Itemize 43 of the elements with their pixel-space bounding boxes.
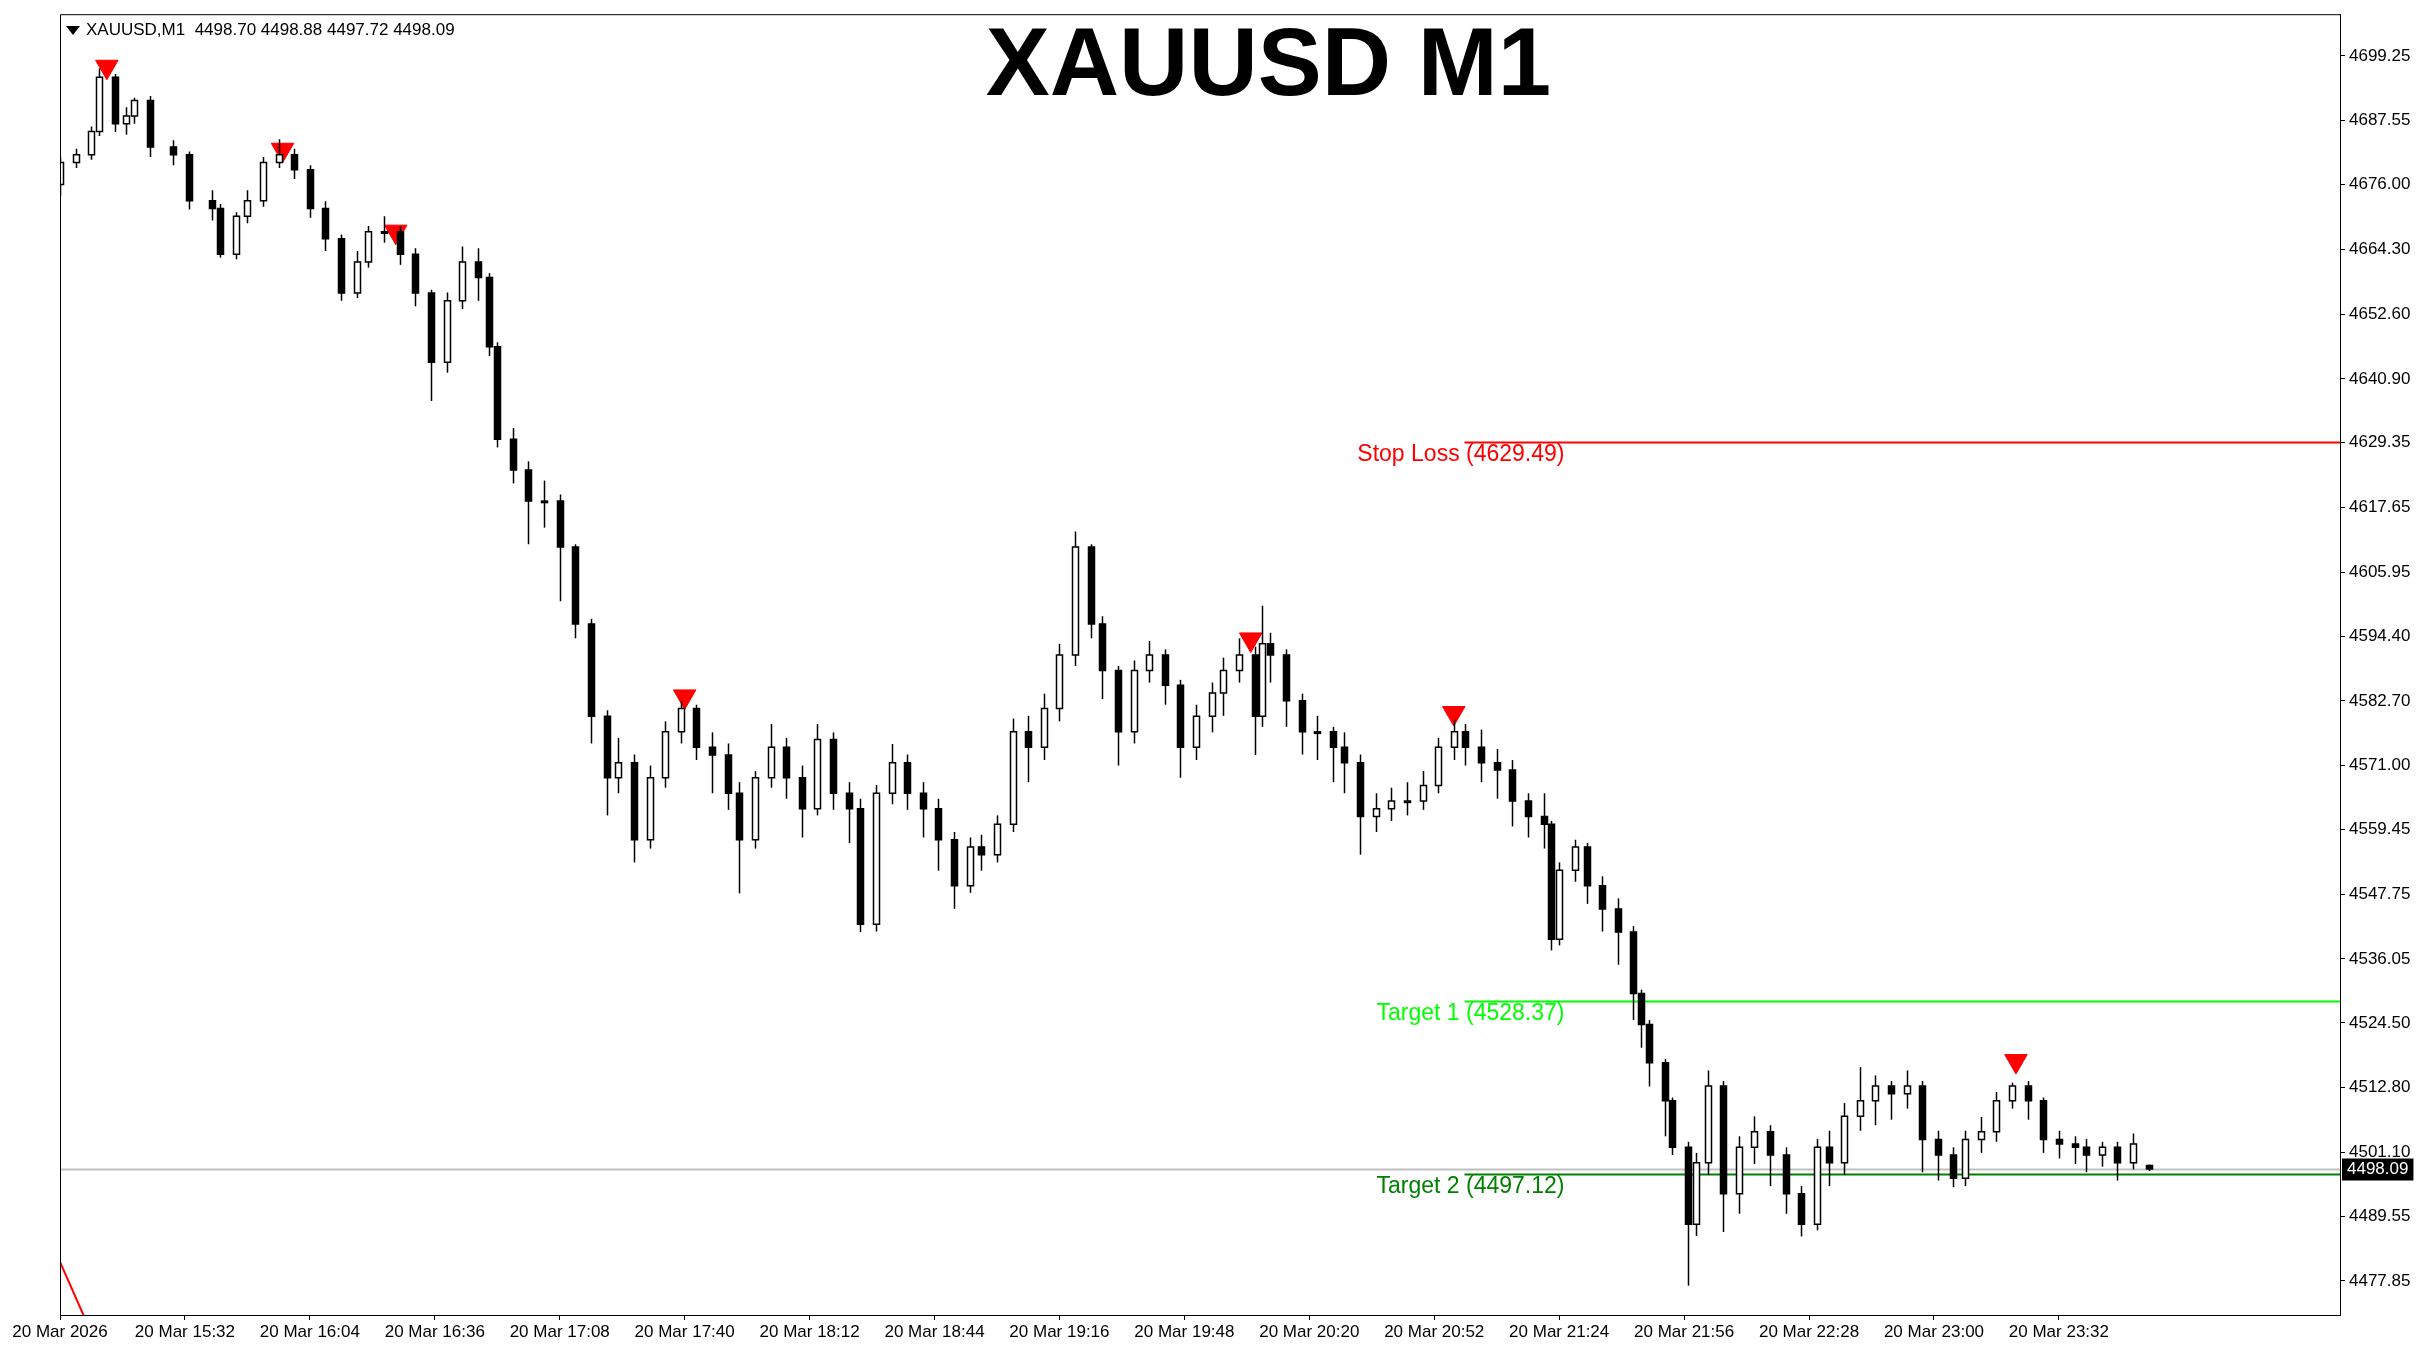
y-tick-label: 4489.55 [2349, 1205, 2411, 1225]
y-tick-label: 4664.30 [2349, 239, 2411, 259]
x-tick-label: 20 Mar 23:00 [1883, 1321, 1985, 1341]
y-tick-label: 4699.25 [2349, 45, 2411, 65]
y-tick-label: 4477.85 [2349, 1270, 2411, 1290]
y-tick-label: 4524.50 [2349, 1012, 2411, 1032]
x-tick-label: 20 Mar 19:48 [1134, 1321, 1235, 1341]
y-tick-label: 4629.35 [2349, 432, 2411, 452]
y-tick-label: 4594.40 [2349, 625, 2411, 645]
x-tick-label: 20 Mar 20:52 [1384, 1321, 1485, 1341]
x-tick-label: 20 Mar 15:32 [134, 1321, 236, 1341]
y-tick-label: 4676.00 [2349, 174, 2411, 194]
x-tick-label: 20 Mar 21:56 [1634, 1321, 1735, 1341]
y-tick-label: 4617.65 [2349, 497, 2411, 517]
x-tick-label: 20 Mar 23:32 [2008, 1321, 2109, 1341]
x-tick-label: 20 Mar 20:20 [1259, 1321, 1360, 1341]
x-tick-label: 20 Mar 21:24 [1509, 1321, 1610, 1341]
y-tick-label: 4501.10 [2349, 1142, 2411, 1162]
y-tick-label: 4605.95 [2349, 561, 2411, 581]
x-tick-label: 20 Mar 22:28 [1758, 1321, 1860, 1341]
y-tick-label: 4640.90 [2349, 368, 2411, 388]
x-tick-label: 20 Mar 17:40 [634, 1321, 735, 1341]
y-tick-label: 4536.05 [2349, 948, 2411, 968]
y-tick-label: 4652.60 [2349, 303, 2411, 323]
y-tick-label: 4571.00 [2349, 755, 2411, 775]
x-tick-label: 20 Mar 18:12 [759, 1321, 860, 1341]
y-tick-label: 4547.75 [2349, 883, 2411, 903]
ref-line-label: 4498.09 [2347, 1159, 2409, 1179]
x-tick-label: 20 Mar 2026 [12, 1321, 108, 1341]
x-tick-label: 20 Mar 16:36 [384, 1321, 485, 1341]
x-tick-label: 20 Mar 18:44 [884, 1321, 985, 1341]
ref-line-label: Stop Loss (4629.49) [1357, 439, 1565, 466]
ref-line-label: Target 1 (4528.37) [1376, 998, 1565, 1025]
x-tick-label: 20 Mar 16:04 [259, 1321, 360, 1341]
x-tick-label: 20 Mar 17:08 [509, 1321, 610, 1341]
y-tick-label: 4512.80 [2349, 1077, 2411, 1097]
y-tick-label: 4582.70 [2349, 690, 2411, 710]
annotation: XAUUSD,M1 4498.70 4498.88 4497.72 4498.09 [86, 19, 455, 39]
ref-line-label: Target 2 (4497.12) [1376, 1171, 1565, 1198]
y-tick-label: 4559.45 [2349, 819, 2411, 839]
x-tick-label: 20 Mar 19:16 [1009, 1321, 1110, 1341]
chart-title: XAUUSD M1 [985, 7, 1552, 115]
y-tick-label: 4687.55 [2349, 110, 2411, 130]
